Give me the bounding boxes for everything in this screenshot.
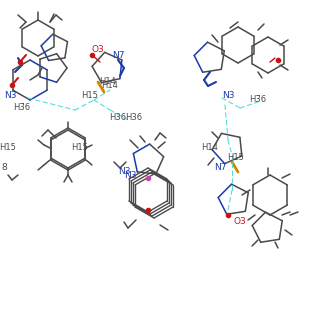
Text: H14: H14 bbox=[101, 81, 118, 90]
Text: N7: N7 bbox=[112, 51, 124, 60]
Text: H36: H36 bbox=[109, 114, 127, 123]
Text: H14: H14 bbox=[100, 77, 116, 86]
Text: H36: H36 bbox=[125, 114, 143, 123]
Text: H15: H15 bbox=[82, 91, 99, 100]
Text: N3: N3 bbox=[4, 91, 16, 100]
Text: N3: N3 bbox=[124, 171, 136, 180]
Text: N3: N3 bbox=[222, 92, 234, 100]
Text: N7: N7 bbox=[214, 164, 226, 172]
Text: H15: H15 bbox=[228, 154, 244, 163]
Text: H3̄6: H3̄6 bbox=[249, 95, 267, 105]
Text: O3: O3 bbox=[234, 218, 246, 227]
Text: H15: H15 bbox=[72, 143, 88, 153]
Text: H14: H14 bbox=[202, 143, 219, 153]
Text: H15: H15 bbox=[0, 143, 16, 153]
Text: H3̄6: H3̄6 bbox=[13, 103, 31, 113]
Text: 8: 8 bbox=[1, 164, 7, 172]
Text: N3: N3 bbox=[118, 167, 130, 177]
Text: O3: O3 bbox=[92, 45, 104, 54]
